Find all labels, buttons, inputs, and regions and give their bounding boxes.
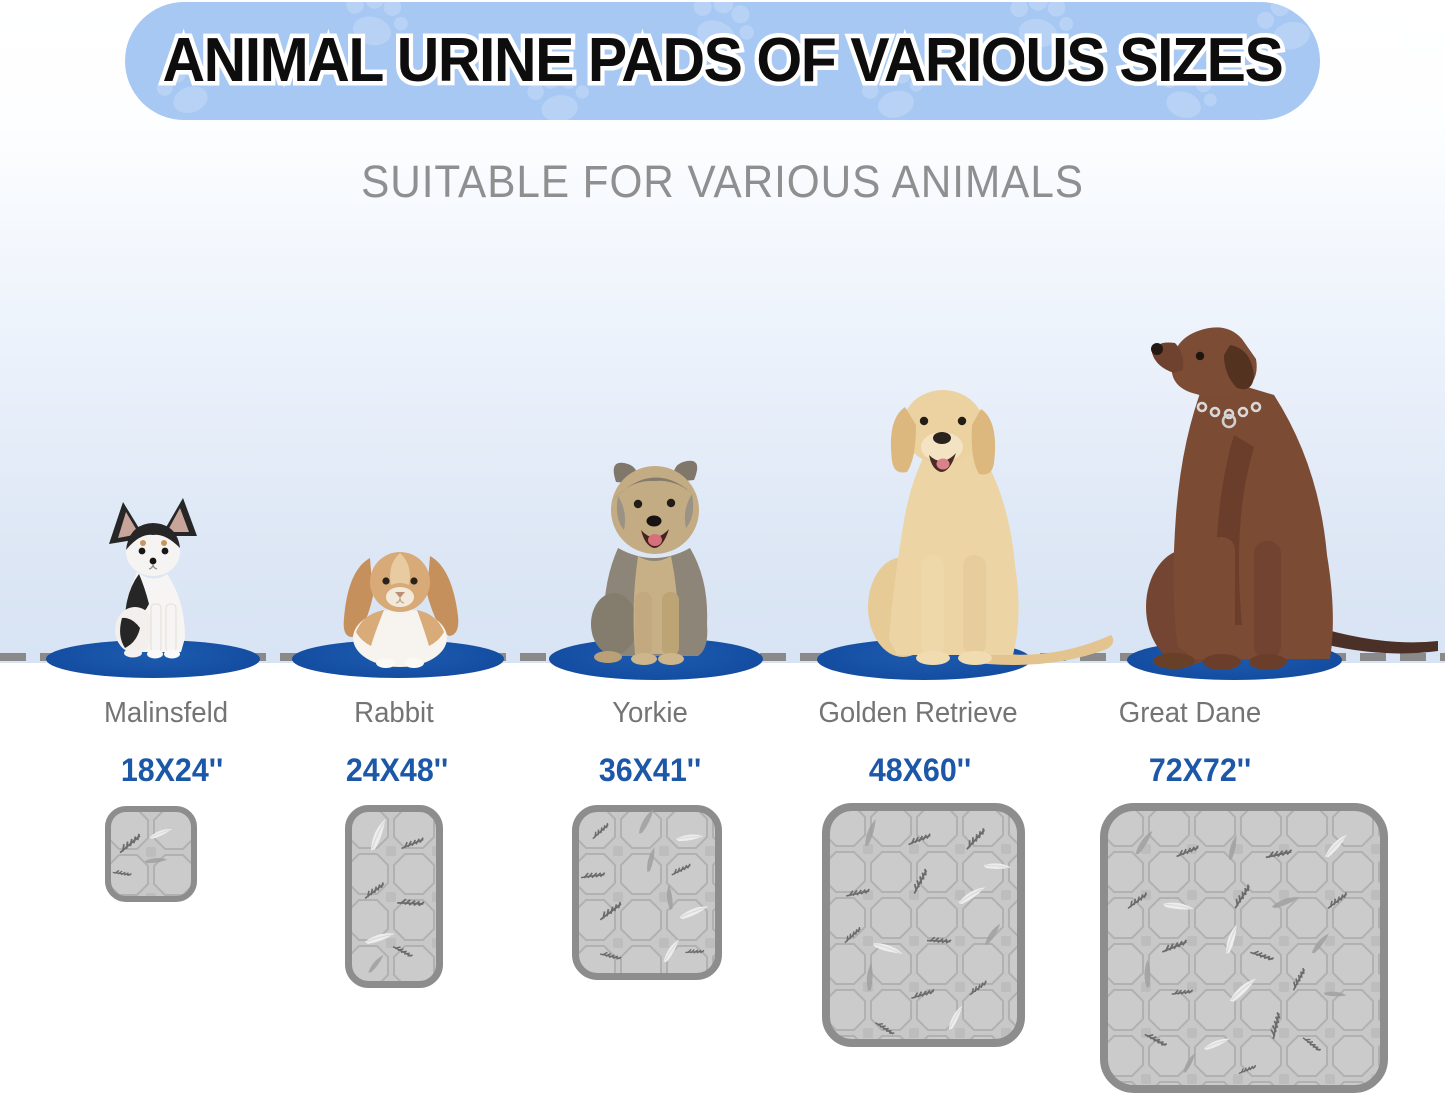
pad-image-24x48 [345,805,443,988]
animal-photo-great-dane [1112,315,1445,673]
pad-image-36x41 [572,805,722,980]
subtitle-text: SUITABLE FOR VARIOUS ANIMALS [361,156,1084,207]
animal-name-label: Rabbit [354,697,434,729]
title-banner: ANIMAL URINE PADS OF VARIOUS SIZES ANIMA… [125,2,1320,120]
pad-image-18x24 [105,806,197,902]
animal-name-label: Malinsfeld [103,697,229,729]
animal-photo-rabbit [318,540,483,668]
pad-image-72x72 [1100,803,1388,1093]
animal-photo-yorkie [558,452,748,668]
pad-size-label: 36X41'' [598,752,702,788]
animal-photo-golden-retriever [815,375,1125,673]
pad-size-label: 72X72'' [1148,752,1252,788]
animal-photo-malinsfeld [95,488,225,668]
page-title-outline: ANIMAL URINE PADS OF VARIOUS SIZES [158,25,1288,96]
animal-name-label: Golden Retrieve [818,697,1018,729]
animal-name-label: Great Dane [1118,697,1262,729]
animal-name-label: Yorkie [612,697,688,729]
pad-size-label: 24X48'' [345,752,449,788]
pad-image-48x60 [822,803,1025,1047]
subtitle: SUITABLE FOR VARIOUS ANIMALS [0,156,1445,208]
pad-size-label: 48X60'' [868,752,972,788]
page-title: ANIMAL URINE PADS OF VARIOUS SIZES [162,26,1284,95]
pad-size-label: 18X24'' [120,752,224,788]
